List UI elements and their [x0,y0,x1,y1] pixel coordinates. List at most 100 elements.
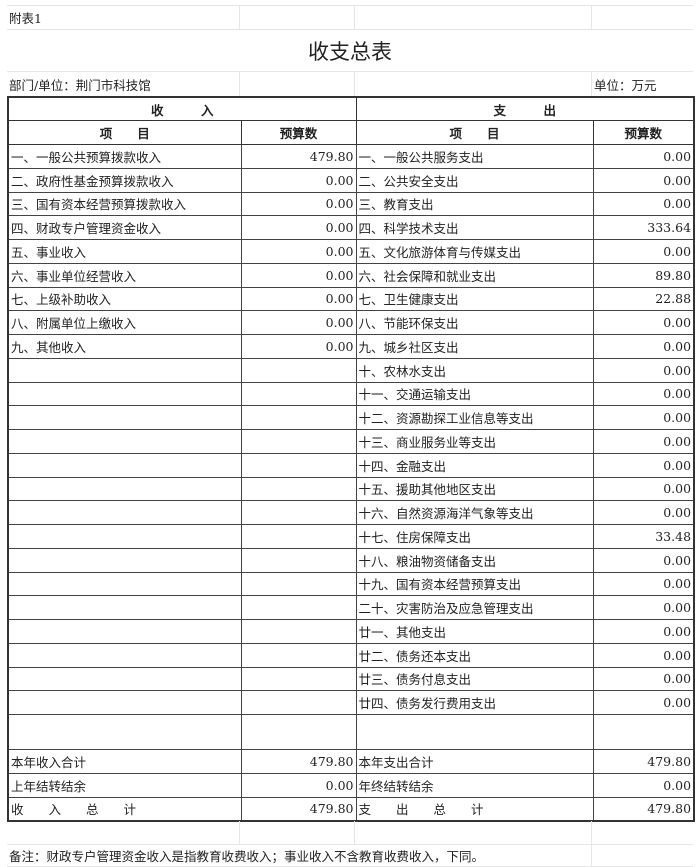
expense-budget: 0.00 [592,772,695,798]
income-item: 收 入 总 计 [7,796,242,822]
title-row: 收支总表 [7,30,693,72]
income-item: 本年收入合计 [7,749,242,774]
income-budget [240,452,357,478]
department-row: 部门/单位：荆门市科技馆 单位：万元 [7,72,693,96]
income-budget: 0.00 [240,286,357,312]
income-item: 九、其他收入 [7,334,242,359]
income-budget: 0.00 [240,215,357,240]
expense-item: 五、文化旅游体育与传媒支出 [355,239,594,264]
attachment-row: 附表1 [7,5,693,30]
income-item: 五、事业收入 [7,239,242,264]
income-budget [240,381,357,407]
expense-item: 十二、资源勘探工业信息等支出 [355,405,594,430]
expense-budget: 479.80 [592,749,695,774]
expense-item: 十七、住房保障支出 [355,524,594,549]
expense-budget: 0.00 [592,381,695,407]
income-item: 二、政府性基金预算拨款收入 [7,167,242,193]
note-row: 备注：财政专户管理资金收入是指教育收费收入；事业收入不含教育收费收入，下同。 [7,845,693,867]
table-row: 四、财政专户管理资金收入 0.00 四、科学技术支出 333.64 [7,215,695,240]
expense-budget: 0.00 [592,310,695,335]
expense-item: 十九、国有资本经营预算支出 [355,571,594,597]
expense-item: 八、节能环保支出 [355,310,594,335]
table-row: 五、事业收入 0.00 五、文化旅游体育与传媒支出 0.00 [7,239,695,264]
empty-row [7,821,693,845]
expense-budget: 0.00 [592,476,695,502]
income-budget [240,690,357,715]
table-row: 八、附属单位上缴收入 0.00 八、节能环保支出 0.00 [7,310,695,335]
income-budget [240,429,357,454]
expense-budget: 0.00 [592,429,695,454]
income-item: 四、财政专户管理资金收入 [7,215,242,240]
expense-budget: 0.00 [592,405,695,430]
income-budget: 0.00 [240,334,357,359]
income-budget: 479.80 [240,749,357,774]
expense-item: 本年支出合计 [355,749,594,774]
income-budget [240,571,357,597]
income-budget: 0.00 [240,239,357,264]
expense-budget: 0.00 [592,547,695,573]
expense-item: 十八、粮油物资储备支出 [355,547,594,573]
expense-budget-header: 预算数 [592,120,695,145]
income-item [7,619,242,644]
income-budget: 0.00 [240,262,357,288]
income-item: 一、一般公共预算拨款收入 [7,144,242,169]
expense-item: 二、公共安全支出 [355,167,594,193]
expense-item: 七、卫生健康支出 [355,286,594,312]
expense-item: 十一、交通运输支出 [355,381,594,407]
income-budget [240,357,357,383]
expense-budget: 0.00 [592,595,695,620]
income-item [7,381,242,407]
income-item: 八、附属单位上缴收入 [7,310,242,335]
table-row: 十二、资源勘探工业信息等支出 0.00 [7,405,695,430]
income-item [7,524,242,549]
income-item [7,405,242,430]
expense-item-header: 项 目 [355,120,594,145]
expense-item: 廿二、债务还本支出 [355,642,594,668]
expense-item: 九、城乡社区支出 [355,334,594,359]
income-item: 六、事业单位经营收入 [7,262,242,288]
income-budget [240,642,357,668]
income-item [7,429,242,454]
table-row: 廿三、债务付息支出 0.00 [7,666,695,692]
table-row: 廿二、债务还本支出 0.00 [7,642,695,668]
blank-row [7,714,695,750]
expense-budget: 0.00 [592,452,695,478]
table-row: 九、其他收入 0.00 九、城乡社区支出 0.00 [7,334,695,359]
income-budget-header: 预算数 [240,120,357,145]
table-row: 一、一般公共预算拨款收入 479.80 一、一般公共服务支出 0.00 [7,144,695,169]
expense-item: 支 出 总 计 [355,796,594,822]
expense-item: 十六、自然资源海洋气象等支出 [355,500,594,525]
expense-budget: 0.00 [592,357,695,383]
income-item [7,357,242,383]
expense-item: 一、一般公共服务支出 [355,144,594,169]
table-row: 三、国有资本经营预算拨款收入 0.00 三、教育支出 0.00 [7,191,695,217]
expense-item: 廿三、债务付息支出 [355,666,594,692]
income-item [7,642,242,668]
income-item [7,476,242,502]
income-item [7,500,242,525]
expense-item: 廿四、债务发行费用支出 [355,690,594,715]
table-row: 二、政府性基金预算拨款收入 0.00 二、公共安全支出 0.00 [7,167,695,193]
income-item [7,452,242,478]
expense-item: 廿一、其他支出 [355,619,594,644]
expense-budget: 0.00 [592,619,695,644]
income-item [7,547,242,573]
table-row: 廿一、其他支出 0.00 [7,619,695,644]
department-label: 部门/单位：荆门市科技馆 [7,72,240,96]
income-budget [240,619,357,644]
expense-item: 二十、灾害防治及应急管理支出 [355,595,594,620]
income-item-header: 项 目 [7,120,242,145]
expense-item: 十三、商业服务业等支出 [355,429,594,454]
table-row: 十、农林水支出 0.00 [7,357,695,383]
expense-budget: 0.00 [592,666,695,692]
expense-budget: 0.00 [592,690,695,715]
income-budget [240,524,357,549]
income-item [7,690,242,715]
income-item [7,595,242,620]
expense-item: 十五、援助其他地区支出 [355,476,594,502]
expense-item: 年终结转结余 [355,772,594,798]
expense-budget: 0.00 [592,239,695,264]
total-row: 本年收入合计 479.80 本年支出合计 479.80 [7,749,695,774]
table-row: 十一、交通运输支出 0.00 [7,381,695,407]
table-row: 六、事业单位经营收入 0.00 六、社会保障和就业支出 89.80 [7,262,695,288]
